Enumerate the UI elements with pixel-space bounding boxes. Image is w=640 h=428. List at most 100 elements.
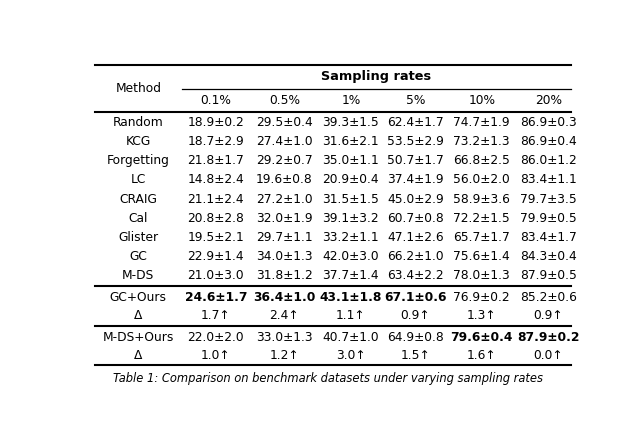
Text: 60.7±0.8: 60.7±0.8: [387, 211, 444, 225]
Text: 29.2±0.7: 29.2±0.7: [256, 154, 313, 167]
Text: 22.9±1.4: 22.9±1.4: [188, 250, 244, 263]
Text: 37.4±1.9: 37.4±1.9: [387, 173, 444, 186]
Text: M-DS: M-DS: [122, 269, 154, 282]
Text: 37.7±1.4: 37.7±1.4: [323, 269, 379, 282]
Text: 19.5±2.1: 19.5±2.1: [188, 231, 244, 244]
Text: 29.7±1.1: 29.7±1.1: [256, 231, 313, 244]
Text: Δ: Δ: [134, 349, 143, 362]
Text: 21.8±1.7: 21.8±1.7: [188, 154, 244, 167]
Text: 62.4±1.7: 62.4±1.7: [387, 116, 444, 129]
Text: 18.7±2.9: 18.7±2.9: [188, 135, 244, 148]
Text: 2.4↑: 2.4↑: [269, 309, 299, 322]
Text: Glister: Glister: [118, 231, 158, 244]
Text: 0.5%: 0.5%: [269, 94, 300, 107]
Text: 67.1±0.6: 67.1±0.6: [384, 291, 447, 304]
Text: 32.0±1.9: 32.0±1.9: [256, 211, 313, 225]
Text: 39.1±3.2: 39.1±3.2: [323, 211, 379, 225]
Text: GC+Ours: GC+Ours: [110, 291, 167, 304]
Text: 87.9±0.5: 87.9±0.5: [520, 269, 577, 282]
Text: GC: GC: [129, 250, 147, 263]
Text: 76.9±0.2: 76.9±0.2: [454, 291, 510, 304]
Text: 72.2±1.5: 72.2±1.5: [453, 211, 510, 225]
Text: 22.0±2.0: 22.0±2.0: [188, 330, 244, 344]
Text: 85.2±0.6: 85.2±0.6: [520, 291, 577, 304]
Text: 83.4±1.7: 83.4±1.7: [520, 231, 577, 244]
Text: 45.0±2.9: 45.0±2.9: [387, 193, 444, 205]
Text: 39.3±1.5: 39.3±1.5: [323, 116, 379, 129]
Text: 53.5±2.9: 53.5±2.9: [387, 135, 444, 148]
Text: 18.9±0.2: 18.9±0.2: [188, 116, 244, 129]
Text: 20.9±0.4: 20.9±0.4: [323, 173, 379, 186]
Text: 79.6±0.4: 79.6±0.4: [451, 330, 513, 344]
Text: 66.2±1.0: 66.2±1.0: [387, 250, 444, 263]
Text: 10%: 10%: [468, 94, 495, 107]
Text: 65.7±1.7: 65.7±1.7: [453, 231, 510, 244]
Text: M-DS+Ours: M-DS+Ours: [102, 330, 174, 344]
Text: 31.5±1.5: 31.5±1.5: [323, 193, 380, 205]
Text: Random: Random: [113, 116, 164, 129]
Text: Sampling rates: Sampling rates: [321, 70, 431, 83]
Text: 5%: 5%: [406, 94, 425, 107]
Text: 63.4±2.2: 63.4±2.2: [387, 269, 444, 282]
Text: 86.9±0.4: 86.9±0.4: [520, 135, 577, 148]
Text: 1.6↑: 1.6↑: [467, 349, 497, 362]
Text: 73.2±1.3: 73.2±1.3: [454, 135, 510, 148]
Text: 84.3±0.4: 84.3±0.4: [520, 250, 577, 263]
Text: 66.8±2.5: 66.8±2.5: [453, 154, 510, 167]
Text: 33.2±1.1: 33.2±1.1: [323, 231, 379, 244]
Text: 64.9±0.8: 64.9±0.8: [387, 330, 444, 344]
Text: 1.3↑: 1.3↑: [467, 309, 497, 322]
Text: 58.9±3.6: 58.9±3.6: [453, 193, 510, 205]
Text: 29.5±0.4: 29.5±0.4: [256, 116, 313, 129]
Text: 21.0±3.0: 21.0±3.0: [188, 269, 244, 282]
Text: 1.0↑: 1.0↑: [201, 349, 230, 362]
Text: Forgetting: Forgetting: [107, 154, 170, 167]
Text: 47.1±2.6: 47.1±2.6: [387, 231, 444, 244]
Text: 56.0±2.0: 56.0±2.0: [453, 173, 510, 186]
Text: 1.7↑: 1.7↑: [201, 309, 230, 322]
Text: 42.0±3.0: 42.0±3.0: [323, 250, 379, 263]
Text: LC: LC: [131, 173, 146, 186]
Text: 0.9↑: 0.9↑: [401, 309, 430, 322]
Text: CRAIG: CRAIG: [119, 193, 157, 205]
Text: Cal: Cal: [129, 211, 148, 225]
Text: 20%: 20%: [535, 94, 562, 107]
Text: 31.8±1.2: 31.8±1.2: [256, 269, 313, 282]
Text: Δ: Δ: [134, 309, 143, 322]
Text: 21.1±2.4: 21.1±2.4: [188, 193, 244, 205]
Text: 19.6±0.8: 19.6±0.8: [256, 173, 313, 186]
Text: 86.9±0.3: 86.9±0.3: [520, 116, 577, 129]
Text: 43.1±1.8: 43.1±1.8: [319, 291, 382, 304]
Text: 1%: 1%: [341, 94, 360, 107]
Text: 36.4±1.0: 36.4±1.0: [253, 291, 316, 304]
Text: 27.2±1.0: 27.2±1.0: [256, 193, 313, 205]
Text: 87.9±0.2: 87.9±0.2: [517, 330, 580, 344]
Text: 40.7±1.0: 40.7±1.0: [323, 330, 379, 344]
Text: 0.0↑: 0.0↑: [534, 349, 563, 362]
Text: 35.0±1.1: 35.0±1.1: [323, 154, 379, 167]
Text: 1.1↑: 1.1↑: [336, 309, 365, 322]
Text: 83.4±1.1: 83.4±1.1: [520, 173, 577, 186]
Text: 27.4±1.0: 27.4±1.0: [256, 135, 313, 148]
Text: 20.8±2.8: 20.8±2.8: [188, 211, 244, 225]
Text: Method: Method: [115, 82, 161, 95]
Text: 34.0±1.3: 34.0±1.3: [256, 250, 313, 263]
Text: 33.0±1.3: 33.0±1.3: [256, 330, 313, 344]
Text: 0.9↑: 0.9↑: [534, 309, 563, 322]
Text: 1.2↑: 1.2↑: [269, 349, 299, 362]
Text: 50.7±1.7: 50.7±1.7: [387, 154, 444, 167]
Text: 79.9±0.5: 79.9±0.5: [520, 211, 577, 225]
Text: KCG: KCG: [125, 135, 151, 148]
Text: 24.6±1.7: 24.6±1.7: [185, 291, 247, 304]
Text: 1.5↑: 1.5↑: [401, 349, 430, 362]
Text: 14.8±2.4: 14.8±2.4: [188, 173, 244, 186]
Text: 3.0↑: 3.0↑: [336, 349, 365, 362]
Text: 75.6±1.4: 75.6±1.4: [453, 250, 510, 263]
Text: 74.7±1.9: 74.7±1.9: [454, 116, 510, 129]
Text: 78.0±1.3: 78.0±1.3: [453, 269, 510, 282]
Text: Table 1: Comparison on benchmark datasets under varying sampling rates: Table 1: Comparison on benchmark dataset…: [113, 372, 543, 385]
Text: 0.1%: 0.1%: [200, 94, 231, 107]
Text: 79.7±3.5: 79.7±3.5: [520, 193, 577, 205]
Text: 31.6±2.1: 31.6±2.1: [323, 135, 379, 148]
Text: 86.0±1.2: 86.0±1.2: [520, 154, 577, 167]
